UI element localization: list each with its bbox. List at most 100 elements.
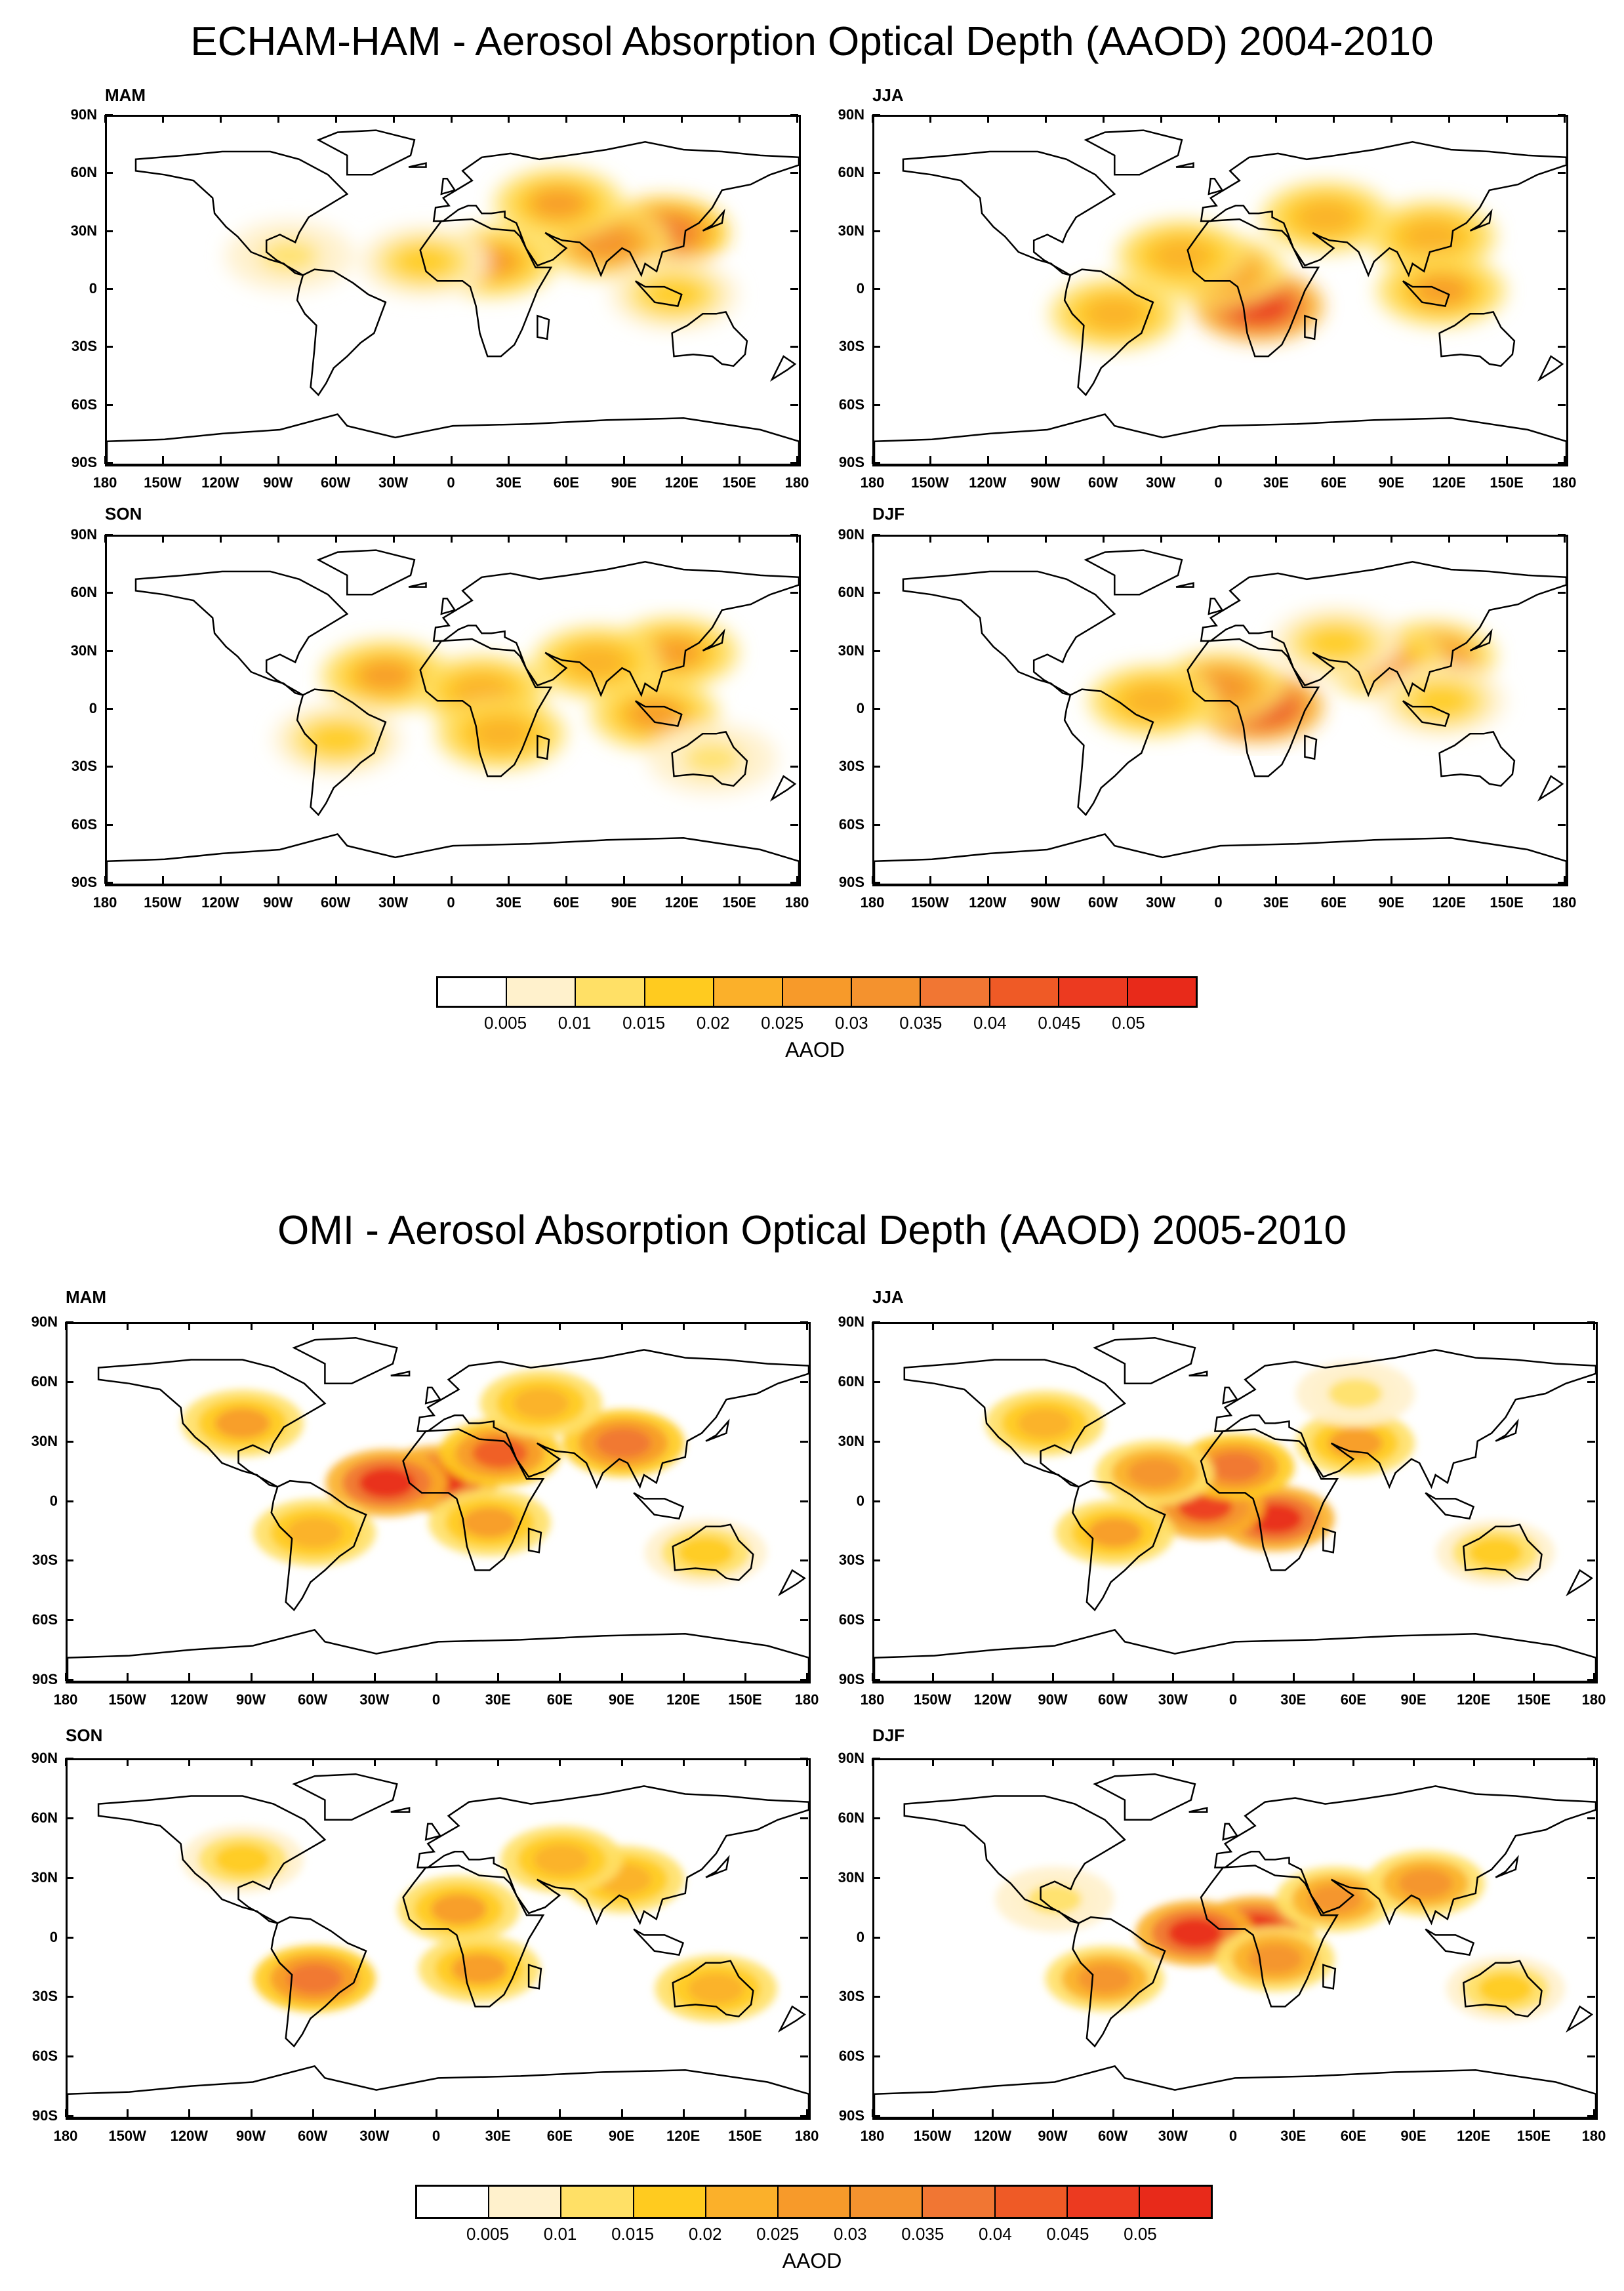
panel-season-label: SON bbox=[105, 504, 142, 524]
y-tick-label: 0 bbox=[89, 280, 97, 297]
x-tick-mark bbox=[250, 1758, 253, 1766]
aaod-hotspot bbox=[1017, 1408, 1072, 1439]
x-tick-mark bbox=[992, 1322, 994, 1330]
x-tick-label: 180 bbox=[784, 474, 809, 491]
y-tick-label: 60N bbox=[838, 1809, 864, 1826]
x-tick-mark bbox=[373, 2109, 376, 2117]
coastline bbox=[134, 150, 349, 276]
x-tick-mark bbox=[1333, 876, 1335, 884]
coastline bbox=[1495, 1418, 1519, 1442]
colorbar-tick-label: 0.035 bbox=[899, 1013, 943, 1033]
y-tick-mark bbox=[1587, 1321, 1595, 1323]
x-tick-mark bbox=[1160, 115, 1162, 123]
y-tick-mark bbox=[1558, 708, 1566, 710]
panel-season-label: MAM bbox=[105, 85, 146, 105]
x-tick-mark bbox=[277, 876, 279, 884]
colorbar-swatch bbox=[1067, 2187, 1140, 2217]
colorbar-tick-label: 0.005 bbox=[483, 1013, 527, 1033]
x-tick-label: 120W bbox=[170, 1691, 209, 1708]
coastline bbox=[1322, 1964, 1337, 1990]
colorbar-tick-label: 0.02 bbox=[688, 2224, 722, 2244]
y-tick-label: 60N bbox=[70, 164, 97, 181]
x-tick-mark bbox=[436, 1758, 437, 1766]
y-tick-label: 90N bbox=[70, 106, 97, 123]
x-tick-label: 180 bbox=[860, 894, 885, 911]
x-tick-label: 180 bbox=[860, 474, 885, 491]
y-tick-label: 90S bbox=[71, 874, 97, 890]
x-tick-label: 60E bbox=[553, 894, 579, 911]
coastline bbox=[874, 833, 1566, 884]
x-tick-label: 180 bbox=[53, 2128, 78, 2144]
aaod-hotspot bbox=[683, 742, 742, 775]
coastline bbox=[671, 310, 748, 367]
coastline bbox=[1187, 638, 1320, 777]
colorbar-swatch bbox=[576, 978, 645, 1006]
x-tick-mark bbox=[161, 115, 164, 123]
x-tick-label: 90E bbox=[608, 2128, 635, 2144]
y-tick-label: 30S bbox=[71, 758, 97, 775]
x-tick-mark bbox=[1275, 456, 1278, 464]
colorbar-tick-label: 0.05 bbox=[1112, 1013, 1145, 1033]
x-tick-mark bbox=[559, 2109, 561, 2117]
x-tick-mark bbox=[1044, 456, 1047, 464]
x-tick-mark bbox=[1593, 2109, 1595, 2117]
x-tick-mark bbox=[1472, 2109, 1475, 2117]
y-tick-mark bbox=[872, 1559, 880, 1562]
x-tick-label: 60E bbox=[546, 2128, 573, 2144]
x-tick-mark bbox=[1112, 1673, 1114, 1681]
x-tick-mark bbox=[1333, 456, 1335, 464]
x-tick-mark bbox=[1102, 456, 1105, 464]
x-tick-mark bbox=[1044, 115, 1047, 123]
y-tick-mark bbox=[790, 534, 798, 536]
x-tick-label: 90W bbox=[235, 2128, 266, 2144]
aaod-hotspot bbox=[678, 1537, 734, 1568]
x-tick-label: 150W bbox=[108, 2128, 146, 2144]
y-tick-mark bbox=[1558, 346, 1566, 348]
coastline bbox=[1469, 209, 1493, 232]
x-tick-mark bbox=[1102, 115, 1105, 123]
x-tick-mark bbox=[872, 876, 874, 884]
x-tick-mark bbox=[1052, 1758, 1054, 1766]
map-plot-area bbox=[872, 1322, 1598, 1683]
y-tick-mark bbox=[800, 1758, 808, 1760]
y-tick-label: 0 bbox=[856, 1492, 864, 1509]
colorbar-swatch bbox=[921, 978, 990, 1006]
coastline bbox=[1438, 310, 1516, 367]
x-tick-mark bbox=[312, 1322, 314, 1330]
x-tick-mark bbox=[1391, 876, 1393, 884]
aaod-hotspot bbox=[567, 646, 627, 679]
x-tick-mark bbox=[1391, 456, 1393, 464]
panel-season-label: DJF bbox=[872, 504, 905, 524]
x-tick-mark bbox=[373, 1322, 376, 1330]
y-tick-label: 90N bbox=[31, 1750, 58, 1766]
x-tick-mark bbox=[188, 1673, 191, 1681]
x-tick-mark bbox=[992, 2109, 994, 2117]
x-tick-mark bbox=[1217, 456, 1220, 464]
y-tick-mark bbox=[66, 1440, 73, 1443]
x-tick-mark bbox=[806, 1322, 808, 1330]
y-tick-mark bbox=[872, 1996, 880, 1998]
x-tick-label: 150W bbox=[911, 894, 949, 911]
x-tick-mark bbox=[806, 2109, 808, 2117]
x-tick-label: 180 bbox=[860, 1691, 885, 1708]
x-tick-label: 30E bbox=[495, 894, 521, 911]
y-tick-mark bbox=[105, 823, 113, 826]
x-tick-mark bbox=[104, 456, 106, 464]
x-tick-mark bbox=[1506, 876, 1509, 884]
colorbar-swatch bbox=[782, 978, 853, 1006]
x-tick-label: 120W bbox=[201, 474, 239, 491]
x-tick-label: 60E bbox=[1340, 1691, 1366, 1708]
x-tick-mark bbox=[161, 876, 164, 884]
y-tick-mark bbox=[105, 114, 113, 116]
coastline bbox=[702, 209, 725, 232]
coastline bbox=[1402, 700, 1450, 728]
coastline bbox=[270, 1479, 367, 1611]
x-tick-mark bbox=[623, 876, 626, 884]
coastline bbox=[633, 1928, 685, 1956]
x-tick-mark bbox=[65, 1322, 67, 1330]
colorbar-tick-label: 0.02 bbox=[696, 1013, 730, 1033]
map-canvas bbox=[68, 1773, 809, 2118]
y-tick-label: 0 bbox=[856, 280, 864, 297]
aaod-hotspot bbox=[287, 1517, 343, 1548]
coastline bbox=[292, 1773, 398, 1821]
